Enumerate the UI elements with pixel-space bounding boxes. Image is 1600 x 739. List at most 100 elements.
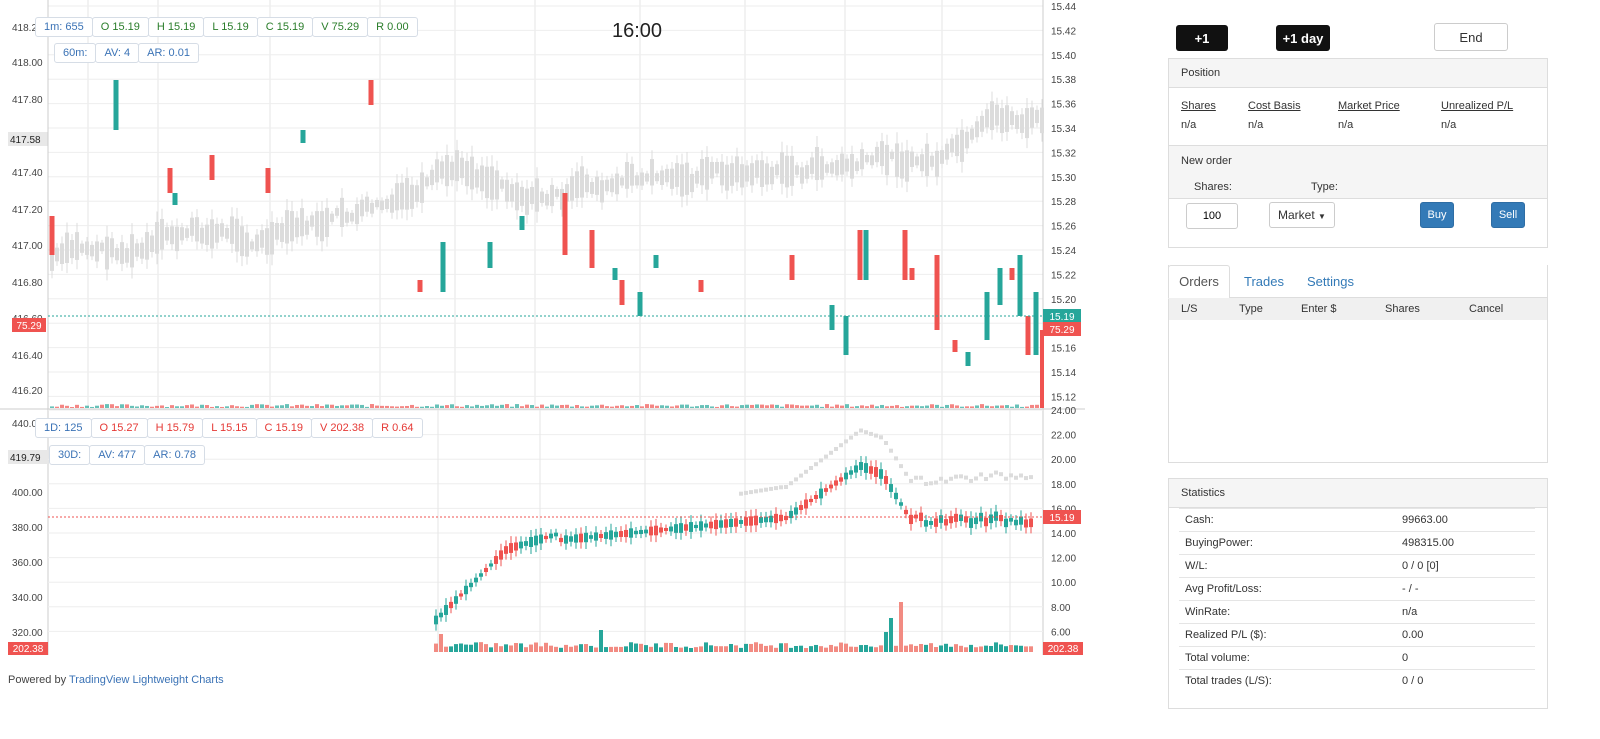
volume-bar — [489, 647, 493, 652]
candle — [417, 280, 423, 292]
volume-bar — [514, 643, 518, 652]
ghost-candle — [530, 187, 534, 204]
ghost-candle — [775, 164, 779, 176]
buy-button[interactable]: Buy — [1420, 202, 1454, 228]
volume-bar — [180, 406, 184, 408]
volume-bar — [884, 632, 888, 652]
ghost-candle — [50, 248, 54, 271]
plus-one-min-button[interactable]: +1 min — [1176, 25, 1228, 72]
candle — [529, 537, 533, 547]
tradingview-link[interactable]: TradingView Lightweight Charts — [68, 674, 224, 686]
legend-volume: V 202.38 — [311, 418, 374, 438]
stat-value: 0 / 0 [0] — [1402, 560, 1439, 572]
ghost-candle — [744, 490, 748, 495]
right-tick-label: 15.26 — [1051, 222, 1076, 233]
candle — [974, 517, 978, 525]
ghost-candle — [995, 104, 999, 126]
volume-bar — [515, 404, 519, 408]
candle — [984, 517, 988, 527]
ghost-candle — [970, 128, 974, 140]
volume-bar — [944, 643, 948, 652]
plus-one-day-button[interactable]: +1 day — [1276, 25, 1330, 51]
ghost-candle — [215, 223, 219, 243]
chart-area[interactable]: 15.44 15.42 15.40 15.38 15.36 15.34 15.32 15.30… — [0, 0, 1110, 690]
ghost-candle — [630, 163, 634, 186]
tab-settings[interactable]: Settings — [1307, 274, 1354, 289]
ghost-candle — [115, 248, 119, 261]
volume-bar — [170, 405, 174, 408]
volume-bar — [345, 405, 349, 408]
volume-bar — [195, 406, 199, 408]
ghost-candle — [580, 166, 584, 198]
left-tick-label: 416.20 — [12, 386, 43, 397]
ghost-candle — [260, 230, 264, 248]
ghost-candle — [695, 170, 699, 184]
volume-bar — [574, 645, 578, 652]
volume-bar — [340, 405, 344, 408]
right-tick-label: 15.40 — [1051, 51, 1076, 62]
sell-button[interactable]: Sell — [1491, 202, 1525, 228]
volume-bar — [535, 406, 539, 408]
right-tick-label: 6.00 — [1051, 627, 1071, 638]
candle — [534, 535, 538, 546]
candle — [789, 510, 793, 519]
volume-bar — [575, 404, 579, 408]
volume-bar — [624, 646, 628, 652]
candle — [1033, 292, 1039, 355]
right-tick-label: 14.00 — [1051, 529, 1076, 540]
right-tick-label: 15.34 — [1051, 124, 1076, 135]
ghost-candle — [890, 151, 894, 160]
candle — [839, 477, 843, 482]
ghost-candle — [445, 155, 449, 187]
volume-bar — [615, 405, 619, 408]
candle — [454, 596, 458, 604]
right-tick-label: 15.30 — [1051, 173, 1076, 184]
ghost-candle — [220, 223, 224, 237]
volume-bar — [140, 405, 144, 408]
volume-bar — [125, 404, 129, 408]
ghost-candle — [105, 236, 109, 270]
volume-bar — [280, 405, 284, 408]
tab-orders[interactable]: Orders — [1168, 265, 1230, 299]
ghost-candle — [605, 179, 609, 192]
end-game-button[interactable]: End Game — [1434, 23, 1508, 71]
ghost-candle — [250, 241, 254, 250]
volume-bar — [440, 405, 444, 408]
orders-col-shares: Shares — [1385, 303, 1420, 315]
volume-bar — [1029, 646, 1033, 652]
price-charts[interactable]: 15.44 15.42 15.40 15.38 15.36 15.34 15.32 15.30… — [0, 0, 1110, 690]
game-clock: 16:00 — [612, 20, 663, 42]
volume-bar — [945, 404, 949, 408]
ghost-candle — [310, 215, 314, 227]
ghost-candle — [944, 479, 948, 484]
candle — [679, 523, 683, 533]
left-tick-label: 418.00 — [12, 58, 43, 69]
volume-bar — [950, 404, 954, 408]
order-type-dropdown[interactable]: Market ▼ — [1269, 202, 1335, 228]
volume-bar — [130, 405, 134, 408]
volume-bar — [519, 643, 523, 652]
ghost-candle — [460, 157, 464, 179]
legend-low: L 15.19 — [203, 17, 258, 37]
tab-trades[interactable]: Trades — [1244, 274, 1284, 289]
left-tick-label: 320.00 — [12, 628, 43, 639]
candle — [952, 340, 958, 352]
left-tick-label: 417.00 — [12, 241, 43, 252]
volume-bar — [504, 644, 508, 652]
order-shares-input[interactable] — [1186, 203, 1238, 229]
ghost-candle — [759, 488, 763, 493]
volume-bar — [905, 406, 909, 408]
volume-bar — [630, 405, 634, 408]
candle — [954, 513, 958, 522]
volume-bar — [1015, 404, 1019, 408]
ghost-candle — [235, 218, 239, 252]
ghost-candle — [814, 462, 818, 467]
volume-bar — [959, 645, 963, 652]
price-badge — [1043, 309, 1081, 323]
volume-bar — [120, 404, 124, 408]
ghost-candle — [844, 439, 848, 444]
volume-bar — [815, 404, 819, 408]
volume-bar — [954, 644, 958, 652]
position-market-price-header: Market Price — [1338, 100, 1400, 112]
volume-bar — [230, 405, 234, 408]
